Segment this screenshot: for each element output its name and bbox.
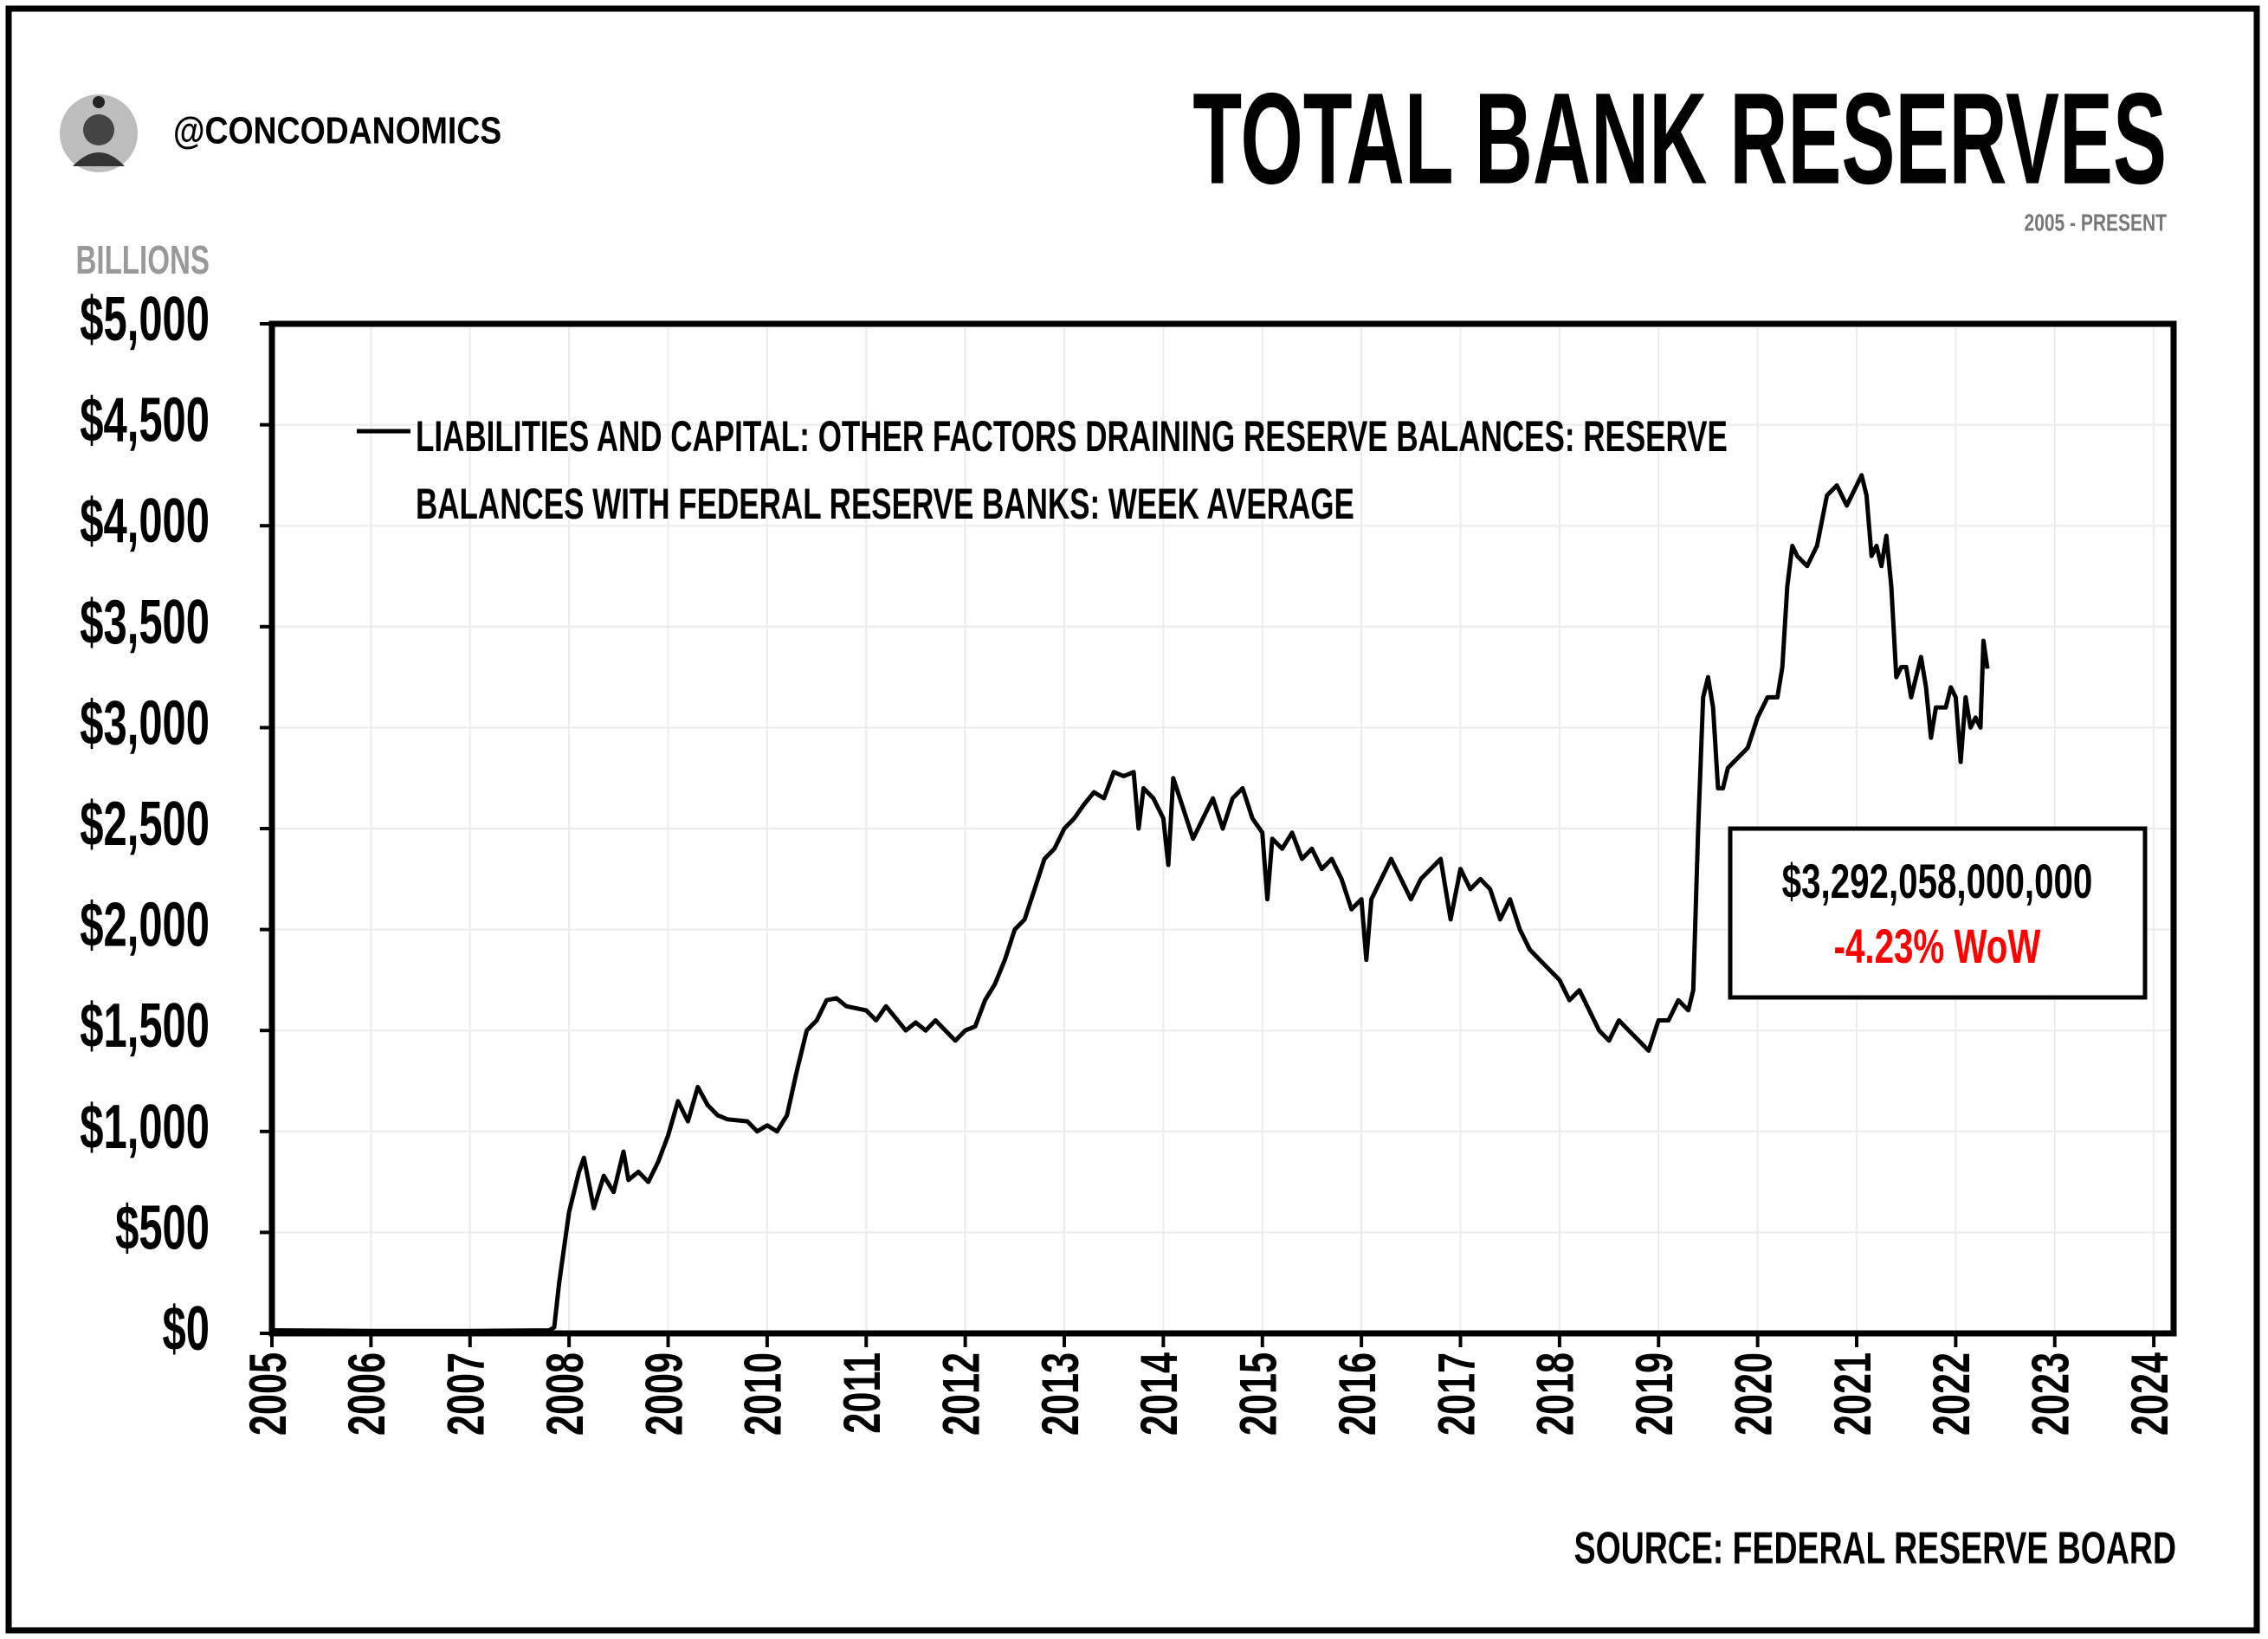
y-axis-label: BILLIONS (75, 239, 210, 282)
y-tick-label: $0 (163, 1294, 210, 1365)
x-tick-label: 2014 (1131, 1352, 1189, 1436)
y-tick-label: $2,500 (80, 790, 210, 860)
x-tick-label: 2005 (240, 1352, 298, 1436)
y-tick-label: $3,000 (80, 688, 210, 758)
x-tick-label: 2010 (735, 1352, 793, 1436)
subtitle: 2005 - PRESENT (2025, 210, 2167, 237)
source: SOURCE: FEDERAL RESERVE BOARD (1574, 1523, 2176, 1574)
x-tick-label: 2017 (1429, 1352, 1487, 1436)
x-tick-label: 2009 (636, 1352, 695, 1436)
x-tick-label: 2006 (339, 1352, 397, 1436)
x-tick-label: 2021 (1825, 1352, 1883, 1436)
x-tick-label: 2020 (1726, 1352, 1784, 1436)
x-tick-label: 2024 (2122, 1352, 2180, 1436)
x-tick-label: 2013 (1032, 1352, 1090, 1436)
legend-label: LIABILITIES AND CAPITAL: OTHER FACTORS D… (416, 412, 1728, 528)
avatar (60, 94, 138, 172)
annotation: $3,292,058,000,000 (1782, 855, 2093, 908)
y-tick-label: $1,500 (80, 991, 210, 1061)
x-tick-label: 2023 (2023, 1352, 2081, 1436)
annotation: -4.23% WoW (1834, 920, 2041, 973)
y-tick-label: $1,000 (80, 1093, 210, 1163)
x-tick-label: 2018 (1528, 1352, 1586, 1436)
x-tick-label: 2007 (438, 1352, 496, 1436)
chart-title: TOTAL BANK RESERVES (1192, 67, 2167, 211)
x-tick-label: 2011 (834, 1352, 892, 1434)
y-tick-label: $5,000 (80, 285, 210, 355)
y-tick-label: $500 (115, 1193, 210, 1263)
x-tick-label: 2019 (1626, 1352, 1684, 1436)
annotation-box (1728, 826, 2148, 1000)
handle: @CONCODANOMICS (173, 109, 501, 152)
x-tick-label: 2008 (537, 1352, 595, 1436)
frame (5, 5, 2260, 1634)
y-tick-label: $3,500 (80, 588, 210, 658)
x-tick-label: 2016 (1329, 1352, 1387, 1436)
y-tick-label: $4,000 (80, 487, 210, 557)
series-line (271, 473, 1990, 1333)
x-tick-label: 2022 (1923, 1352, 1981, 1436)
y-tick-label: $2,000 (80, 890, 210, 960)
y-tick-label: $4,500 (80, 385, 210, 455)
x-tick-label: 2012 (934, 1352, 992, 1436)
x-tick-label: 2015 (1231, 1352, 1289, 1436)
